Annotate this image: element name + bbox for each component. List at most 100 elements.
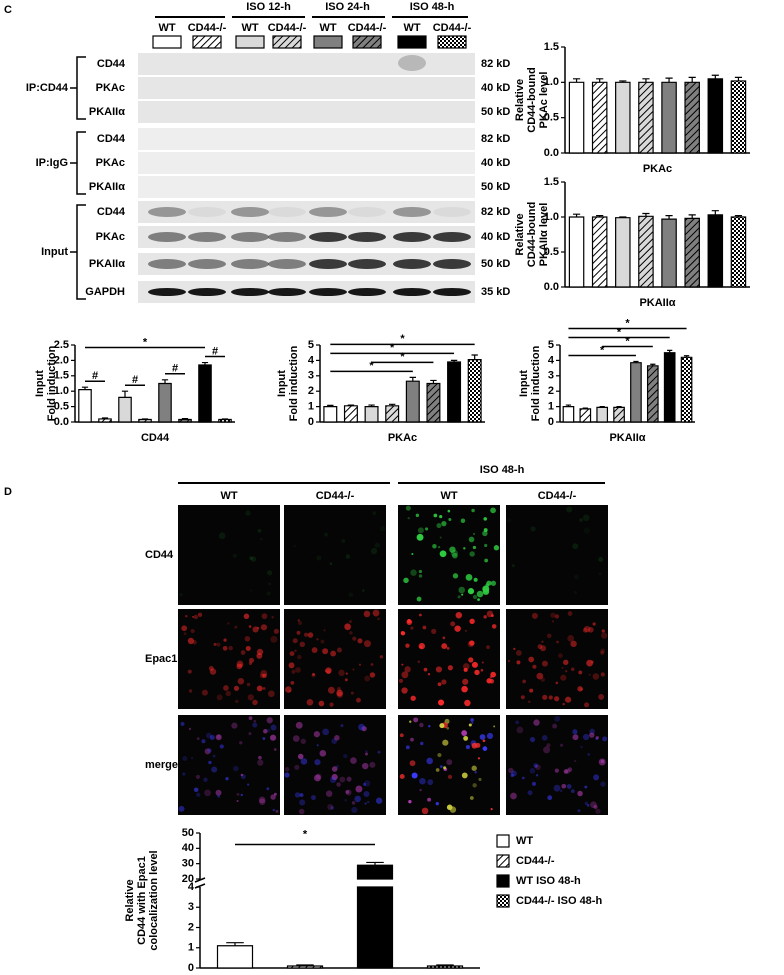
cell-signal xyxy=(203,777,208,782)
cell-signal xyxy=(601,629,605,633)
cell-signal xyxy=(484,558,489,563)
blot-row-label: CD44 xyxy=(97,133,126,145)
cell-signal xyxy=(364,752,368,756)
cell-signal xyxy=(293,544,296,548)
cell-signal xyxy=(442,739,449,746)
cell-signal xyxy=(310,795,316,801)
cell-signal xyxy=(482,585,490,593)
group-label: ISO 48-h xyxy=(410,1,455,13)
micrograph xyxy=(398,609,500,709)
cell-signal xyxy=(330,650,337,657)
bar xyxy=(684,217,700,288)
cell-signal xyxy=(259,798,266,805)
cell-signal xyxy=(493,725,496,728)
cell-signal xyxy=(363,610,371,618)
cell-signal xyxy=(195,774,201,779)
x-axis-label: PKAc xyxy=(388,432,417,444)
cell-signal xyxy=(446,726,450,730)
cell-signal xyxy=(516,660,521,665)
cell-signal xyxy=(471,742,478,749)
cell-signal xyxy=(344,798,347,802)
blot-row-label: PKAc xyxy=(96,82,125,94)
legend-swatch xyxy=(496,854,510,868)
column-label: WT xyxy=(158,22,175,34)
cell-signal xyxy=(362,762,369,770)
cell-signal xyxy=(410,737,414,742)
cell-signal xyxy=(260,669,268,677)
error-bar xyxy=(81,386,89,390)
cell-signal xyxy=(248,661,253,665)
error-bar xyxy=(388,403,396,406)
cell-signal xyxy=(491,624,497,629)
y-tick-label: 0 xyxy=(308,416,314,428)
cell-signal xyxy=(577,790,583,797)
cell-signal xyxy=(461,772,468,779)
cell-signal xyxy=(259,537,263,541)
cell-signal xyxy=(256,685,263,692)
cell-signal xyxy=(472,594,478,600)
blot-band xyxy=(398,55,426,71)
cell-signal xyxy=(257,759,264,766)
significance-mark: * xyxy=(625,335,630,347)
cell-signal xyxy=(404,666,411,673)
cell-signal xyxy=(593,804,598,810)
significance-mark: * xyxy=(390,342,395,354)
blot-strip xyxy=(138,226,475,248)
error-bar xyxy=(688,76,696,83)
cell-signal xyxy=(181,625,188,632)
y-axis-label: CD44-bound xyxy=(526,67,538,132)
error-bar xyxy=(141,418,149,420)
bracket xyxy=(70,131,86,195)
cell-signal xyxy=(547,795,553,801)
cell-signal xyxy=(478,777,482,781)
cell-signal xyxy=(439,536,442,539)
y-tick-label: 1.0 xyxy=(544,76,559,88)
y-axis-label: PKAIIα level xyxy=(538,203,550,267)
cell-signal xyxy=(201,689,208,696)
cell-signal xyxy=(244,636,251,642)
legend-swatch xyxy=(496,894,510,908)
significance-mark: * xyxy=(400,351,405,363)
cell-signal xyxy=(316,744,319,747)
cell-signal xyxy=(329,776,337,784)
x-axis-label: PKAc xyxy=(643,163,672,175)
y-tick-label: 2.5 xyxy=(54,339,69,351)
bar xyxy=(447,361,462,423)
cell-signal xyxy=(583,527,591,534)
y-tick-label: 30 xyxy=(182,858,194,870)
cell-signal xyxy=(436,523,442,529)
cell-signal xyxy=(572,734,579,741)
bar xyxy=(568,216,585,288)
cell-signal xyxy=(562,702,565,706)
x-axis-label: PKAIIα xyxy=(609,432,645,444)
cell-signal xyxy=(595,735,600,740)
cell-signal xyxy=(462,663,470,670)
cell-signal xyxy=(182,772,186,776)
blot-band xyxy=(268,232,306,242)
cell-signal xyxy=(372,511,377,516)
cell-signal xyxy=(421,807,429,815)
error-bar xyxy=(366,861,384,866)
cell-signal xyxy=(447,509,451,513)
cell-signal xyxy=(431,628,437,634)
cell-signal xyxy=(322,648,329,655)
cell-signal xyxy=(319,750,327,757)
blot-band xyxy=(231,232,269,242)
row-label: Epac1 xyxy=(145,653,177,665)
blot-band xyxy=(433,232,471,242)
cell-signal xyxy=(346,776,352,782)
legend-label: WT ISO 48-h xyxy=(516,875,581,887)
error-bar xyxy=(436,964,454,966)
cell-signal xyxy=(507,659,511,663)
cell-signal xyxy=(300,758,308,765)
cell-signal xyxy=(363,790,370,798)
cell-signal xyxy=(554,696,560,702)
cell-signal xyxy=(266,717,273,724)
bar xyxy=(218,418,232,423)
cell-signal xyxy=(473,532,476,535)
bar xyxy=(707,78,724,154)
cell-signal xyxy=(179,592,183,597)
cell-signal xyxy=(570,789,575,794)
cell-signal xyxy=(536,672,544,680)
y-axis-label: Input xyxy=(276,370,288,397)
